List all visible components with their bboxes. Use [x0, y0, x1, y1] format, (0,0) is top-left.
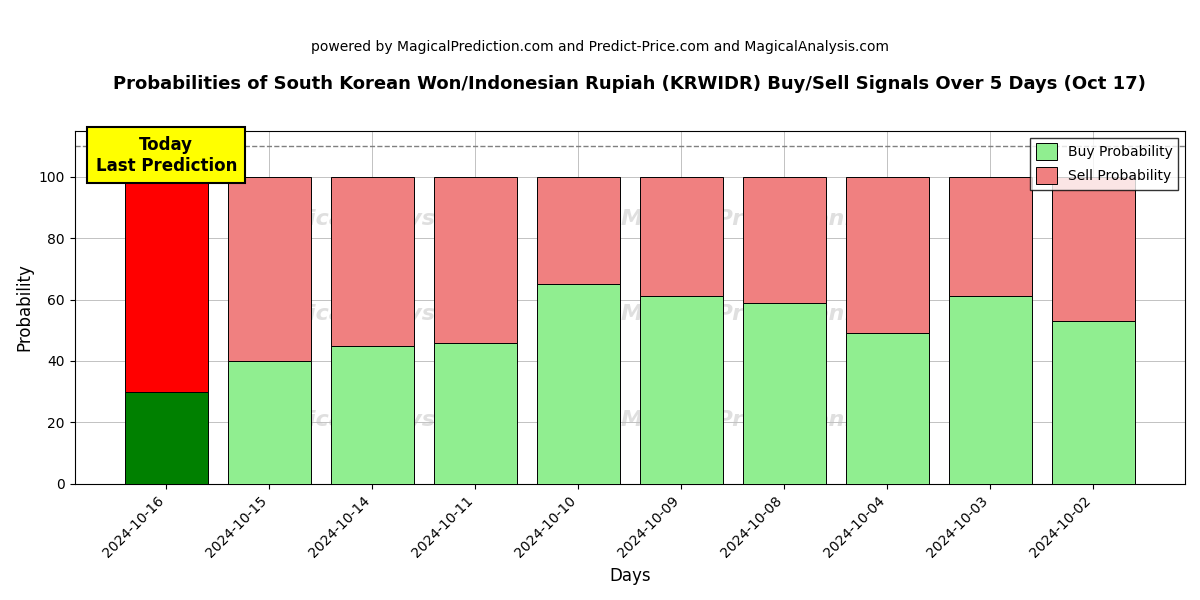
Y-axis label: Probability: Probability: [16, 263, 34, 351]
Bar: [743, 177, 826, 302]
Bar: [640, 296, 722, 484]
Bar: [846, 334, 929, 484]
Bar: [538, 284, 619, 484]
Bar: [228, 177, 311, 361]
Text: MagicalAnalysis.com: MagicalAnalysis.com: [256, 209, 516, 229]
Bar: [125, 392, 208, 484]
X-axis label: Days: Days: [610, 567, 650, 585]
Text: MagicalPrediction.com: MagicalPrediction.com: [620, 209, 905, 229]
Legend: Buy Probability, Sell Probability: Buy Probability, Sell Probability: [1030, 137, 1178, 190]
Bar: [949, 177, 1032, 296]
Bar: [434, 343, 516, 484]
Text: MagicalAnalysis.com: MagicalAnalysis.com: [256, 304, 516, 324]
Bar: [640, 177, 722, 296]
Text: MagicalPrediction.com: MagicalPrediction.com: [620, 410, 905, 430]
Bar: [1052, 321, 1134, 484]
Bar: [538, 177, 619, 284]
Bar: [125, 177, 208, 392]
Text: powered by MagicalPrediction.com and Predict-Price.com and MagicalAnalysis.com: powered by MagicalPrediction.com and Pre…: [311, 40, 889, 54]
Bar: [1052, 177, 1134, 321]
Bar: [743, 302, 826, 484]
Text: Today
Last Prediction: Today Last Prediction: [96, 136, 238, 175]
Text: MagicalAnalysis.com: MagicalAnalysis.com: [256, 410, 516, 430]
Text: MagicalPrediction.com: MagicalPrediction.com: [620, 304, 905, 324]
Bar: [949, 296, 1032, 484]
Bar: [331, 177, 414, 346]
Bar: [228, 361, 311, 484]
Bar: [846, 177, 929, 334]
Title: Probabilities of South Korean Won/Indonesian Rupiah (KRWIDR) Buy/Sell Signals Ov: Probabilities of South Korean Won/Indone…: [113, 75, 1146, 93]
Bar: [331, 346, 414, 484]
Bar: [434, 177, 516, 343]
